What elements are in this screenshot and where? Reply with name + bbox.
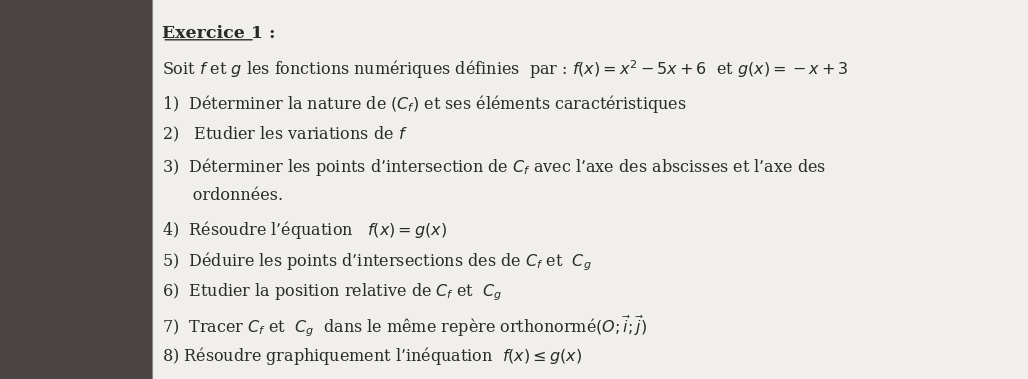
- Text: 4)  Résoudre l’équation   $f(x) = g(x)$: 4) Résoudre l’équation $f(x) = g(x)$: [162, 219, 447, 241]
- Text: 5)  Déduire les points d’intersections des de $C_f$ et  $C_g$: 5) Déduire les points d’intersections de…: [162, 250, 592, 273]
- FancyBboxPatch shape: [152, 0, 1028, 379]
- Text: ordonnées.: ordonnées.: [162, 187, 284, 204]
- Text: Soit $f$ et $g$ les fonctions numériques définies  par : $f(x) = x^2 - 5x + 6$  : Soit $f$ et $g$ les fonctions numériques…: [162, 59, 849, 81]
- Text: 6)  Etudier la position relative de $C_f$ et  $C_g$: 6) Etudier la position relative de $C_f$…: [162, 282, 503, 303]
- Text: Exercice 1 :: Exercice 1 :: [162, 25, 276, 42]
- Text: 8) Résoudre graphiquement l’inéquation  $f(x) \leq g(x)$: 8) Résoudre graphiquement l’inéquation $…: [162, 345, 583, 366]
- Text: 7)  Tracer $C_f$ et  $C_g$  dans le même repère orthonormé$(O ; \vec{i} ; \vec{j: 7) Tracer $C_f$ et $C_g$ dans le même re…: [162, 313, 648, 339]
- Text: 2)   Etudier les variations de $f$: 2) Etudier les variations de $f$: [162, 124, 408, 144]
- Text: 3)  Déterminer les points d’intersection de $C_f$ avec l’axe des abscisses et l’: 3) Déterminer les points d’intersection …: [162, 156, 827, 178]
- Text: 1)  Déterminer la nature de $(C_f)$ et ses éléments caractéristiques: 1) Déterminer la nature de $(C_f)$ et se…: [162, 93, 688, 115]
